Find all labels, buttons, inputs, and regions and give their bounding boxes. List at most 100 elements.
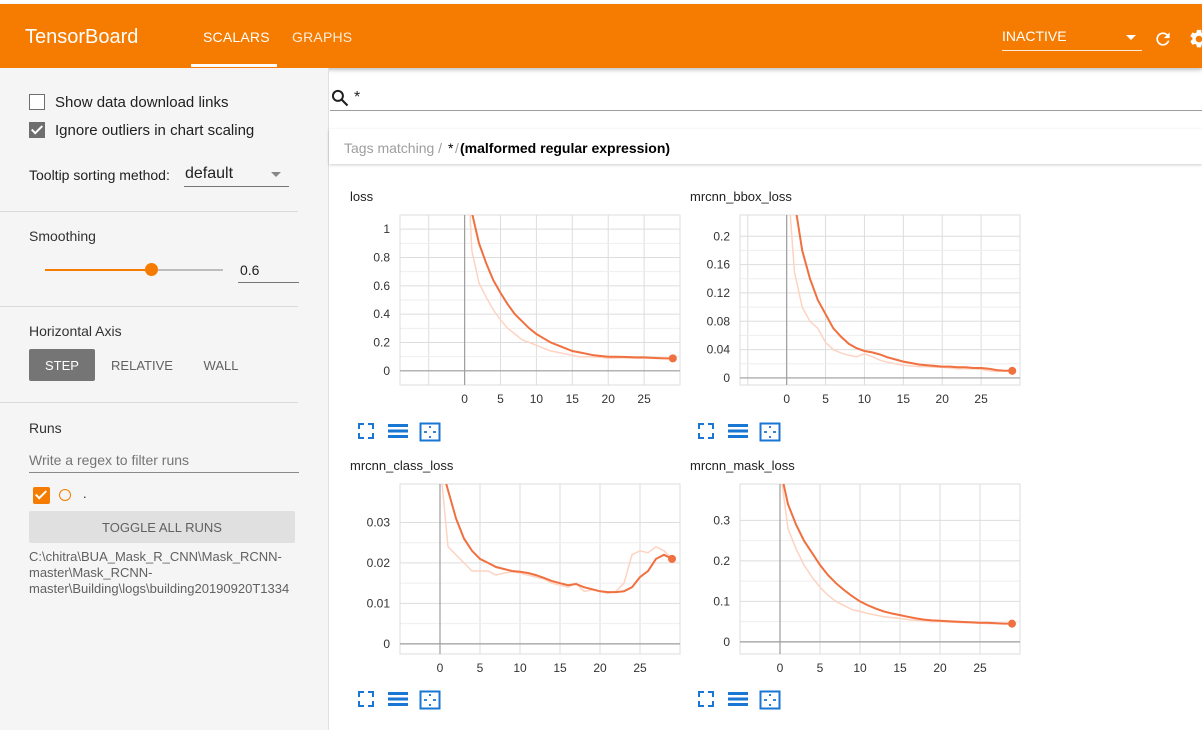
series-line-smoothed [795,215,1013,372]
series-last-point [668,554,676,563]
show-download-links-checkbox[interactable] [29,94,45,110]
inactive-dropdown-label: INACTIVE [1002,28,1067,44]
window-top-strip [0,0,1202,4]
series-line-smoothed [471,215,673,360]
chart-class-loss: 0 5 10 15 20 25 0 0.01 0.02 0.03 [367,483,681,675]
x-tick-label: 20 [602,392,616,406]
tag-filter-input[interactable]: * [354,89,361,106]
run-checkbox[interactable] [33,487,50,504]
series-line-smoothed [445,484,673,594]
show-download-links-label: Show data download links [55,93,229,111]
x-tick-label: 15 [553,661,567,675]
fullscreen-icon[interactable] [697,422,715,445]
axis-wall-button[interactable]: Wall [203,357,239,373]
plot-frame [399,483,681,655]
run-color-swatch[interactable] [59,489,71,501]
fullscreen-icon[interactable] [697,690,715,713]
x-tick-label: 25 [974,392,988,406]
x-tick-label: 0 [461,392,468,406]
y-tick-label: 0.1 [713,594,730,608]
fullscreen-icon[interactable] [357,690,375,713]
runs-title: Runs [29,420,62,436]
gear-icon[interactable] [1188,28,1202,50]
chevron-down-icon [271,172,281,177]
fit-domain-icon[interactable] [759,690,781,715]
active-tab-indicator [191,64,277,67]
tags-matching-pattern: * [448,140,454,156]
axis-relative-button[interactable]: Relative [111,357,173,373]
tag-filter-underline [330,110,1202,111]
plot-frame [739,214,1021,386]
series-line-raw [441,484,673,595]
ignore-outliers-option[interactable]: Ignore outliers in chart scaling [29,120,254,140]
y-tick-label: 0.04 [707,343,731,357]
x-tick-label: 10 [513,661,527,675]
x-tick-label: 20 [593,661,607,675]
log-scale-icon[interactable] [727,690,749,713]
x-tick-label: 0 [783,392,790,406]
ignore-outliers-label: Ignore outliers in chart scaling [55,121,255,139]
x-tick-label: 25 [633,661,647,675]
fit-domain-icon[interactable] [419,422,441,447]
smoothing-slider[interactable] [45,263,223,276]
x-tick-label: 0 [437,661,444,675]
show-download-links-option[interactable]: Show data download links [29,92,228,112]
series-last-point [1008,366,1017,375]
x-tick-label: 5 [477,661,484,675]
y-tick-label: 0 [383,364,390,378]
x-tick-label: 25 [973,661,987,675]
tooltip-sorting-label: Tooltip sorting method: [29,167,170,183]
run-log-path: C:\chitra\BUA_Mask_R_CNN\Mask_RCNN-maste… [29,549,290,596]
fit-domain-icon[interactable] [759,422,781,447]
series-line-raw [469,215,673,360]
y-tick-label: 0.4 [373,307,390,321]
tooltip-sorting-value: default [185,165,234,182]
x-tick-label: 5 [822,392,829,406]
runs-filter-placeholder: Write a regex to filter runs [29,452,190,468]
run-name: . [83,486,87,501]
y-tick-label: 0.12 [707,286,731,300]
series-line-smoothed [782,484,1012,625]
runs-filter-input[interactable]: Write a regex to filter runs [29,450,299,473]
x-tick-label: 0 [777,661,784,675]
y-tick-label: 0.08 [707,314,731,328]
fullscreen-icon[interactable] [357,422,375,445]
y-tick-label: 0.6 [373,279,390,293]
smoothing-value-input[interactable]: 0.6 [238,258,299,283]
chart-grid [399,483,681,655]
chart-title-mask-loss: mrcnn_mask_loss [690,458,795,473]
plot-frame [399,214,681,386]
reload-icon[interactable] [1153,29,1173,49]
chart-grid [399,214,681,386]
toggle-all-runs-button[interactable]: Toggle All Runs [29,511,295,543]
fit-domain-icon[interactable] [419,690,441,715]
x-tick-label: 20 [933,661,947,675]
log-scale-icon[interactable] [387,422,409,445]
smoothing-slider-thumb[interactable] [145,263,159,276]
log-scale-icon[interactable] [387,690,409,713]
inactive-plugins-dropdown[interactable]: INACTIVE [1002,26,1142,51]
chart-title-loss: loss [350,189,374,204]
tags-matching-slash: / [455,140,459,156]
tags-matching-prefix: Tags matching / [344,140,443,156]
y-tick-label: 0.8 [373,251,390,265]
tooltip-sorting-select[interactable]: default [184,162,289,187]
divider [0,306,298,307]
horizontal-axis-title: Horizontal Axis [29,323,122,339]
log-scale-icon[interactable] [727,422,749,445]
y-tick-label: 0.2 [713,554,730,568]
chart-grid [739,483,1021,655]
tab-graphs[interactable]: Graphs [292,29,353,45]
y-tick-label: 0 [723,635,730,649]
smoothing-value: 0.6 [240,262,260,278]
axis-step-button[interactable]: Step [29,349,95,381]
ignore-outliers-checkbox[interactable] [29,122,45,138]
plot-frame [739,483,1021,655]
x-tick-label: 15 [893,661,907,675]
top-app-bar: TensorBoard Scalars Graphs INACTIVE [0,4,1202,68]
tab-scalars[interactable]: Scalars [203,29,270,45]
x-tick-label: 5 [817,661,824,675]
x-tick-label: 15 [566,392,580,406]
series-last-point [668,354,677,363]
x-tick-label: 15 [897,392,911,406]
